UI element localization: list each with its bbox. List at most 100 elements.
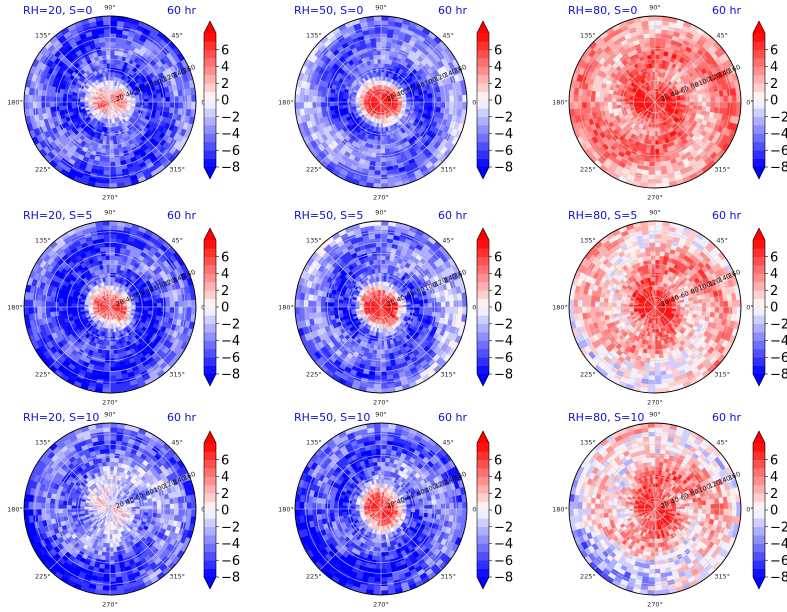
colorbar-segment <box>204 133 216 143</box>
colorbar-tick-label: 6 <box>494 43 502 58</box>
contour-cell <box>651 140 656 146</box>
contour-cell <box>28 101 34 110</box>
contour-cell <box>652 123 656 129</box>
contour-cell <box>701 97 707 103</box>
colorbar-segment <box>753 41 765 51</box>
contour-cell <box>710 101 716 108</box>
contour-cell <box>105 148 111 154</box>
colorbar-tick-label: 0 <box>770 94 778 109</box>
colorbar-segment <box>753 141 765 151</box>
contour-cell <box>648 135 653 141</box>
contour-cell <box>654 75 658 81</box>
angular-tick-label: 180° <box>278 99 294 107</box>
angular-tick-label: 135° <box>35 31 51 39</box>
contour-cell <box>402 101 408 105</box>
contour-cell <box>376 148 382 154</box>
contour-cell <box>616 95 622 100</box>
angular-gridline <box>380 101 443 164</box>
colorbar-extend-min <box>753 167 765 179</box>
angular-gridline <box>319 101 382 164</box>
contour-cell <box>373 139 378 146</box>
contour-cell <box>457 101 463 110</box>
contour-cell <box>380 183 389 188</box>
contour-cell <box>316 101 322 108</box>
contour-cell <box>103 135 108 141</box>
contour-cell <box>714 101 720 108</box>
contour-cell <box>79 99 85 103</box>
contour-cell <box>102 20 111 26</box>
contour-cell <box>380 63 385 68</box>
colorbar-segment <box>477 83 489 92</box>
contour-cell <box>647 178 656 184</box>
contour-cell <box>383 63 388 69</box>
contour-cell <box>337 98 343 103</box>
contour-cell <box>373 16 382 21</box>
contour-cell <box>440 101 446 108</box>
colorbar-tick-label: 2 <box>770 77 778 92</box>
contour-cell <box>654 58 659 64</box>
contour-cell <box>651 136 656 141</box>
contour-cell <box>152 101 158 107</box>
contour-cell <box>607 101 613 107</box>
colorbar-tick-label: 4 <box>221 60 229 75</box>
colorbar-segment <box>204 141 216 151</box>
colorbar-segment <box>753 58 765 67</box>
contour-cell <box>102 139 107 146</box>
contour-cell <box>427 105 433 112</box>
contour-cell <box>384 50 391 56</box>
contour-cell <box>654 63 659 68</box>
colorbar-tick-label: −2 <box>770 110 787 125</box>
contour-cell <box>58 101 64 107</box>
contour-cell <box>380 157 387 163</box>
contour-cell <box>376 144 382 150</box>
contour-cell <box>106 136 111 141</box>
contour-cell <box>186 101 192 110</box>
contour-cell <box>648 28 656 34</box>
contour-cell <box>384 58 389 65</box>
angular-tick-label: 225° <box>306 166 322 174</box>
contour-cell <box>373 178 382 184</box>
contour-cell <box>295 94 300 103</box>
contour-cell <box>165 96 171 103</box>
contour-cell <box>102 183 111 188</box>
contour-cell <box>373 183 382 188</box>
angular-tick-label: 90° <box>375 4 387 12</box>
angular-gridline <box>109 101 172 164</box>
contour-cell <box>650 148 656 154</box>
contour-cell <box>645 148 652 154</box>
colorbar-extend-max <box>204 21 216 33</box>
contour-cell <box>109 157 116 163</box>
colorbar-tick-label: −6 <box>221 144 240 159</box>
contour-cell <box>152 97 158 103</box>
contour-cell <box>333 97 339 103</box>
contour-cell <box>380 144 386 150</box>
radial-tick-label: 80 <box>415 80 426 91</box>
contour-cell <box>169 101 175 108</box>
contour-cell <box>109 20 118 26</box>
contour-field <box>295 16 467 188</box>
radial-tick-label: 40 <box>396 88 407 99</box>
contour-cell <box>295 101 300 110</box>
contour-cell <box>329 92 335 99</box>
contour-cell <box>375 157 382 163</box>
colorbar-segment <box>477 108 489 118</box>
angular-tick-label: 45° <box>171 31 183 39</box>
contour-cell <box>371 148 378 154</box>
contour-cell <box>109 75 113 81</box>
contour-cell <box>380 75 384 81</box>
contour-cell <box>374 32 382 38</box>
colorbar-segment <box>477 49 489 59</box>
contour-cell <box>104 161 111 167</box>
colorbar-tick-label: −6 <box>770 144 787 159</box>
contour-cell <box>320 101 326 108</box>
contour-cell <box>415 101 420 106</box>
radial-tick-label: 60 <box>134 84 145 95</box>
colorbar-segment <box>477 133 489 143</box>
contour-cell <box>377 136 382 141</box>
colorbar-segment <box>204 74 216 84</box>
colorbar-segment <box>753 33 765 42</box>
colorbar-tick-label: −8 <box>494 161 513 176</box>
contour-cell <box>66 101 72 106</box>
contour-cell <box>342 98 347 103</box>
